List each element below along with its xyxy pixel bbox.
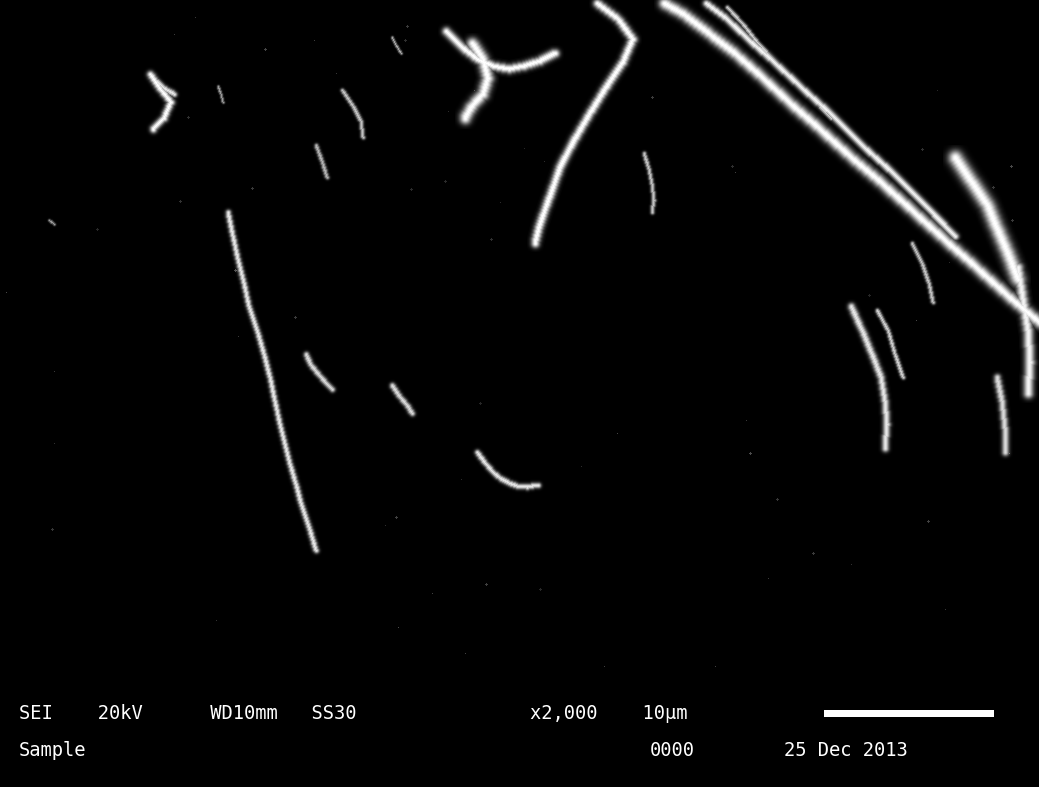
Text: 0000: 0000 — [649, 741, 694, 759]
Text: x2,000    10μm: x2,000 10μm — [530, 704, 688, 722]
Text: Sample: Sample — [19, 741, 86, 759]
Text: 25 Dec 2013: 25 Dec 2013 — [784, 741, 908, 759]
Bar — [0, 694, 1039, 787]
Text: SEI    20kV      WD10mm   SS30: SEI 20kV WD10mm SS30 — [19, 704, 356, 722]
Bar — [824, 710, 994, 716]
